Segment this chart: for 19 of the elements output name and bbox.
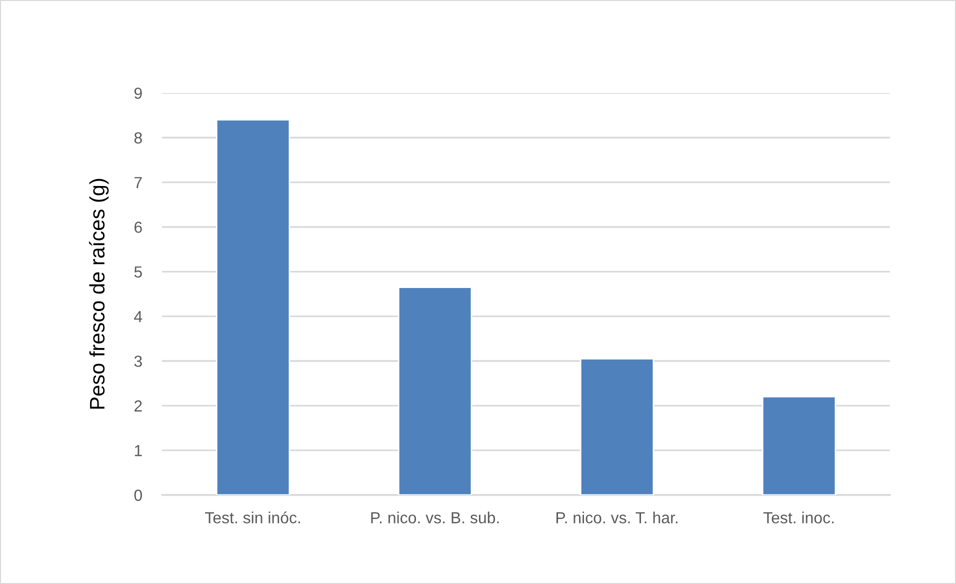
y-tick-label: 2 [134, 400, 142, 412]
y-tick-label: 3 [134, 356, 142, 367]
y-axis-title: Peso fresco de raíces (g) [89, 178, 109, 409]
y-tick-label: 8 [134, 132, 142, 144]
x-tick-label: P. nico. vs. T. har. [556, 512, 678, 524]
bar [216, 119, 290, 495]
x-tick-label: Test. sin inóc. [205, 511, 300, 524]
y-tick-label: 6 [134, 222, 142, 233]
y-tick-label: 7 [134, 177, 142, 188]
y-tick-label: 0 [134, 490, 142, 501]
x-tick-label: Test. inoc. [763, 512, 834, 524]
bar [398, 286, 472, 495]
x-tick-label: P. nico. vs. B. sub. [371, 512, 499, 524]
y-tick-label: 1 [134, 445, 142, 456]
bar [762, 396, 836, 495]
y-tick-label: 4 [134, 311, 142, 322]
bar [580, 358, 654, 495]
y-tick-label: 5 [134, 266, 142, 278]
y-tick-label: 9 [134, 88, 142, 99]
